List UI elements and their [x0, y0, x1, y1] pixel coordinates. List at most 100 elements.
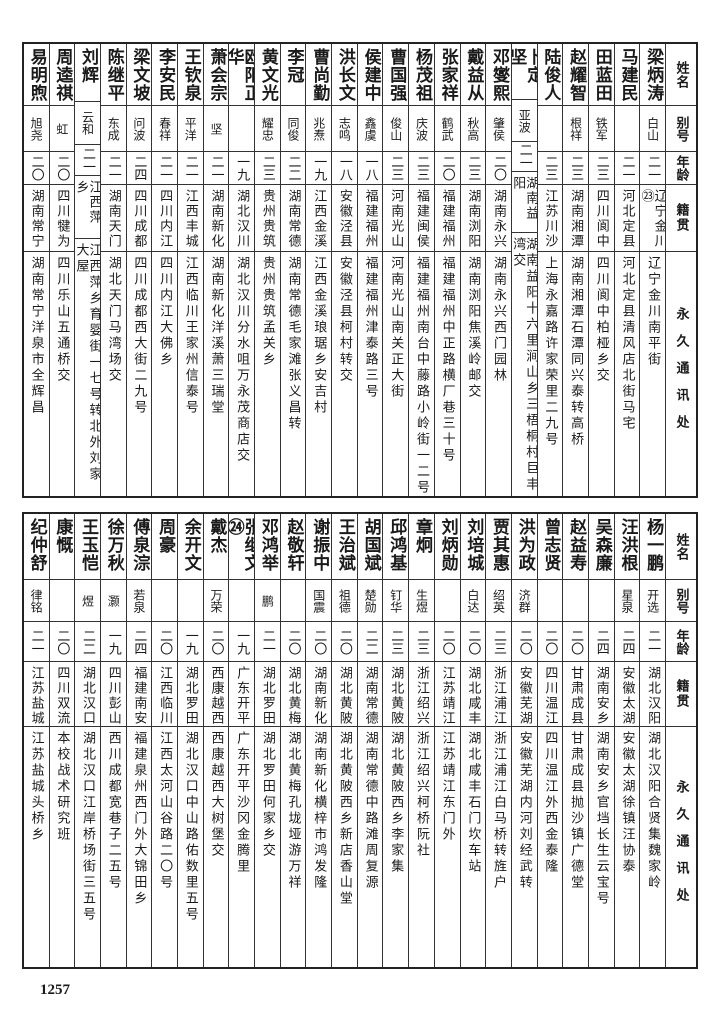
person-address: 湖北汉口江岸桥场街三五号: [80, 731, 96, 923]
person-name-cell: 康慨: [49, 514, 75, 580]
person-alias-cell: 开选: [640, 580, 665, 622]
person-alias: 庆波: [414, 116, 429, 141]
person-address-cell: 四川阆中柏桠乡交: [589, 252, 614, 496]
person-address: 四川温江外西金泰隆: [542, 731, 558, 875]
person-origin-cell: 湖南永兴: [486, 185, 511, 252]
person-name-cell: 易明煦: [23, 44, 49, 106]
person-name-cell: 萧会宗: [203, 44, 229, 106]
person-age-cell: 二二: [75, 622, 100, 662]
person-age-cell: 二〇: [434, 152, 460, 185]
person-origin-cell: 湖北罗田: [255, 662, 280, 727]
person-address: 浙江浦江白马桥转旌户: [491, 731, 507, 891]
person-age: 二一: [80, 146, 96, 173]
person-age-cell: 二一: [255, 622, 280, 662]
person-alias: 祖德: [337, 588, 352, 613]
person-origin: 四川阆中: [593, 189, 609, 249]
person-address-cell: 湖北汉口中山路佑数里五号: [178, 727, 203, 967]
person-name-cell: 谢振中: [306, 514, 332, 580]
person-age-cell: 二一: [640, 152, 665, 185]
header-origin-cell: 籍贯: [666, 662, 696, 727]
person-name: 洪长文: [334, 48, 355, 102]
person-address-cell: 本校战术研究班: [50, 727, 75, 967]
person-address: 辽宁金川南平街: [645, 256, 661, 368]
person-name: 刘培城: [463, 518, 484, 572]
person-alias: 灏: [106, 594, 121, 607]
person-name-cell: 曹尚勤: [306, 44, 332, 106]
person-age: 二三: [413, 155, 429, 181]
person-name: 纪仲舒: [26, 518, 47, 572]
header-alias-cell: 别号: [666, 580, 696, 622]
person-alias-cell: [152, 580, 177, 622]
person-age: 二一: [516, 143, 532, 170]
person-origin: 湖南湘潭: [568, 189, 584, 249]
person-record: 张家祥 鹤武 二〇 福建福州 福建福州中正路横厂巷三十号: [433, 44, 460, 496]
person-origin-cell: 江苏盐城: [23, 662, 49, 727]
person-address-cell: 贵州贵筑孟关乡: [255, 252, 280, 496]
person-age-cell: 二四: [126, 622, 152, 662]
header-alias-cell: 别号: [666, 106, 696, 152]
person-record: 康慨 二〇 四川双流 本校战术研究班: [48, 514, 75, 967]
person-age-cell: 二四: [588, 622, 614, 662]
person-record: 刘炳勋 二〇 江苏靖江 江苏靖江东门外: [433, 514, 460, 967]
person-address: 江苏靖江东门外: [439, 731, 455, 843]
person-address-cell: 湖北汉阳合贤集魏家岭: [640, 727, 665, 967]
person-record: 赵耀智 根祥 二三 湖南湘潭 湖南湘潭石潭同兴泰转高桥: [562, 44, 588, 496]
person-alias-cell: [563, 580, 588, 622]
person-age-cell: 二三: [486, 622, 511, 662]
person-record: 戴杰 万荣 二〇 西康越西 西康越西大树堡交: [202, 514, 229, 967]
person-name-cell: 陆俊人: [537, 44, 563, 106]
header-name: 姓名: [673, 532, 689, 561]
person-age: 二四: [131, 628, 147, 655]
person-age-cell: 二二: [357, 622, 383, 662]
person-name: 王玉恺: [78, 518, 99, 572]
person-age-cell: 一八: [357, 152, 383, 185]
person-age: 二一: [28, 628, 44, 655]
person-origin: 江苏盐城: [28, 666, 44, 726]
person-origin: 湖北罗田: [259, 666, 275, 726]
person-name: 胡国斌: [360, 518, 381, 572]
person-address: 四川阆中柏桠乡交: [593, 256, 609, 384]
person-record: 胡国斌 楚勋 二二 湖南常德 湖南常德中路滩周复源: [356, 514, 383, 967]
person-origin-cell: 江西临川: [152, 662, 177, 727]
person-name-cell: 汪洪根: [614, 514, 640, 580]
person-origin: 江西临川: [157, 666, 173, 726]
person-address-cell: 福建福州南台中藤路小岭街一二号: [409, 252, 434, 496]
person-address: 西川成都宽巷子二五号: [105, 731, 121, 891]
person-origin-cell: 湖南湘潭: [563, 185, 588, 252]
person-name-cell: 刘炳勋: [434, 514, 460, 580]
person-age: 二一: [619, 155, 635, 181]
person-age-cell: 二〇: [306, 622, 332, 662]
person-address-cell: 四川成都西大街二九号: [127, 252, 152, 496]
person-alias: 星泉: [619, 588, 634, 613]
person-address: 湖北汉阳合贤集魏家岭: [645, 731, 661, 891]
header-origin-cell: 籍贯: [666, 185, 696, 252]
person-address: 贵州贵筑孟关乡: [259, 256, 275, 368]
person-name-cell: 纪仲舒: [23, 514, 49, 580]
person-record: 吴森廉 二四 湖南安乡 湖南安乡官垱长生云宝号: [587, 514, 614, 967]
person-record: 曹尚勤 兆焘 一九 江西金溪 江西金溪琅琚乡安吉村: [305, 44, 332, 496]
person-age-cell: 二三: [409, 622, 434, 662]
person-age-cell: 二〇: [23, 152, 49, 185]
person-age-cell: 二〇: [563, 622, 588, 662]
person-record: 侯建中 鑫虞 一八 福建福州 福建福州津泰路三号: [356, 44, 383, 496]
person-alias: 钉华: [388, 588, 403, 613]
person-address: 四川内江大佛乡: [157, 256, 173, 368]
person-record: 萧会宗坚二一 湖南新化 湖南新化洋溪萧三瑞堂: [202, 44, 229, 496]
person-address-cell: 四川乐山五通桥交: [50, 252, 75, 496]
person-alias-cell: 兆焘: [306, 106, 332, 152]
person-age: 二〇: [311, 628, 327, 655]
person-age-cell: 二一: [152, 152, 177, 185]
person-address: 湖南浏阳焦溪岭邮交: [465, 256, 481, 400]
person-age: 二〇: [439, 155, 455, 181]
person-name: 曹尚勤: [309, 48, 330, 102]
person-address-cell: 浙江绍兴柯桥阮社: [409, 727, 434, 967]
person-name-cell: 李安民: [152, 44, 177, 106]
person-name-cell: 赵益寿: [563, 514, 588, 580]
person-alias-cell: 铁军: [588, 106, 614, 152]
person-name: 贾其惠: [489, 518, 510, 572]
person-origin-cell: 湖南新化: [203, 185, 229, 252]
person-alias-cell: [280, 580, 306, 622]
person-address: 上海永嘉路许家荣里二九号: [542, 256, 558, 448]
person-origin: 湖北汉川: [234, 189, 250, 249]
person-age-cell: 二〇: [203, 622, 229, 662]
